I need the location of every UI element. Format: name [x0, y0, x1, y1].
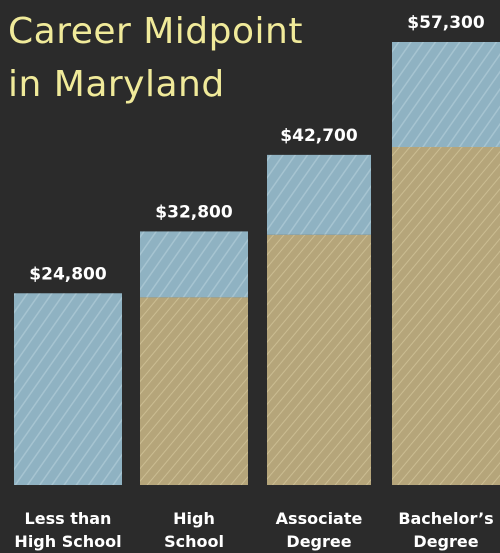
bar-1 — [140, 297, 248, 485]
bar-3-cap — [392, 42, 500, 147]
bar-2 — [267, 234, 371, 485]
category-label-2-1: Degree — [286, 532, 351, 551]
value-label-3: $57,300 — [407, 13, 485, 33]
category-label-1-0: High — [173, 509, 215, 528]
value-label-1: $32,800 — [155, 202, 233, 222]
bars-group — [14, 42, 500, 485]
value-label-0: $24,800 — [29, 264, 107, 284]
chart-title-line-1: Career Midpoint — [8, 11, 303, 52]
category-label-3-1: Degree — [413, 532, 478, 551]
chart-title-line-2: in Maryland — [8, 64, 225, 105]
value-label-2: $42,700 — [280, 126, 358, 146]
bar-0 — [14, 293, 122, 485]
bar-1-cap — [140, 231, 248, 298]
category-label-0-1: High School — [14, 532, 121, 551]
bar-3 — [392, 147, 500, 485]
labels-group: $24,800 Less than High School $32,800 High Sc… — [14, 13, 493, 551]
category-label-0-0: Less than — [25, 509, 112, 528]
bar-2-cap — [267, 154, 371, 235]
category-label-3-0: Bachelor’s — [398, 509, 493, 528]
category-label-1-1: School — [164, 532, 224, 551]
category-label-2-0: Associate — [276, 509, 363, 528]
